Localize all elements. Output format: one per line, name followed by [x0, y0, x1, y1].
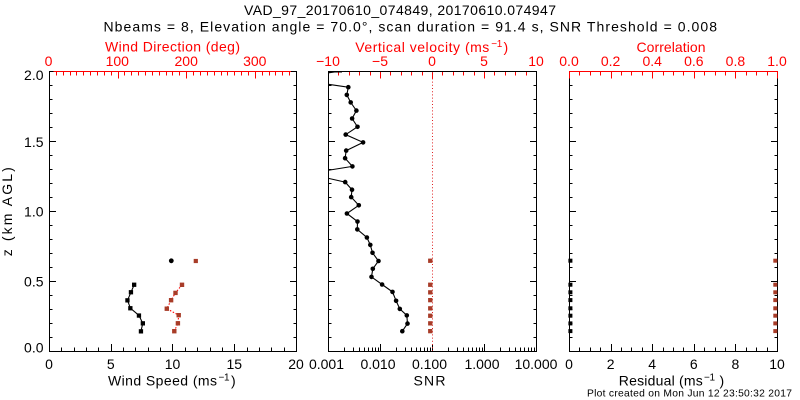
svg-text:1.000: 1.000	[464, 356, 499, 372]
svg-text:2.0: 2.0	[24, 67, 44, 83]
svg-text:0.2: 0.2	[601, 53, 621, 69]
svg-text:2: 2	[607, 356, 615, 372]
svg-text:0: 0	[565, 356, 573, 372]
svg-text:5: 5	[107, 356, 115, 372]
svg-text:0: 0	[428, 53, 436, 69]
svg-text:Wind Direction (deg): Wind Direction (deg)	[105, 39, 240, 55]
svg-text:10: 10	[165, 356, 181, 372]
svg-text:SNR: SNR	[414, 373, 446, 389]
svg-text:1.0: 1.0	[24, 204, 44, 220]
svg-text:6: 6	[690, 356, 698, 372]
svg-text:−5: −5	[372, 53, 388, 69]
svg-text:0: 0	[45, 53, 53, 69]
svg-text:Nbeams = 8, Elevation angle =: Nbeams = 8, Elevation angle = 70.0°, sca…	[104, 19, 718, 35]
svg-text:0.8: 0.8	[726, 53, 746, 69]
svg-text:10.000: 10.000	[515, 356, 558, 372]
svg-text:Residual (ms: Residual (ms	[619, 373, 703, 389]
svg-text:−1: −1	[704, 373, 715, 384]
svg-text:100: 100	[106, 53, 130, 69]
svg-text:4: 4	[648, 356, 656, 372]
svg-text:): )	[720, 373, 725, 389]
svg-text:Plot created on Mon Jun 12 23:: Plot created on Mon Jun 12 23:50:32 2017	[587, 389, 792, 400]
svg-text:Correlation: Correlation	[637, 39, 706, 55]
svg-text:0.0: 0.0	[559, 53, 579, 69]
svg-text:20: 20	[288, 356, 304, 372]
svg-text:): )	[504, 39, 509, 55]
svg-text:−1: −1	[491, 39, 502, 50]
svg-text:10: 10	[769, 356, 785, 372]
svg-text:z (km AGL): z (km AGL)	[0, 167, 15, 256]
svg-text:): )	[231, 373, 236, 389]
svg-text:−1: −1	[219, 373, 230, 384]
svg-text:1.0: 1.0	[767, 53, 787, 69]
svg-text:0.0: 0.0	[24, 340, 44, 356]
svg-text:8: 8	[732, 356, 740, 372]
svg-text:1.5: 1.5	[24, 134, 44, 150]
svg-text:0.001: 0.001	[309, 356, 344, 372]
svg-text:0.6: 0.6	[684, 53, 704, 69]
svg-text:Wind Speed (ms: Wind Speed (ms	[108, 373, 217, 389]
svg-text:0.100: 0.100	[412, 356, 447, 372]
svg-text:−10: −10	[316, 53, 340, 69]
svg-text:Vertical velocity (ms: Vertical velocity (ms	[355, 39, 489, 55]
svg-text:5: 5	[480, 53, 488, 69]
svg-text:0.010: 0.010	[360, 356, 395, 372]
svg-text:10: 10	[528, 53, 544, 69]
svg-text:0.4: 0.4	[642, 53, 662, 69]
svg-text:300: 300	[243, 53, 267, 69]
svg-text:0: 0	[45, 356, 53, 372]
svg-text:VAD_97_20170610_074849, 201706: VAD_97_20170610_074849, 20170610.074947	[244, 2, 556, 18]
svg-text:15: 15	[226, 356, 242, 372]
svg-text:0.5: 0.5	[24, 274, 44, 290]
svg-text:200: 200	[175, 53, 199, 69]
